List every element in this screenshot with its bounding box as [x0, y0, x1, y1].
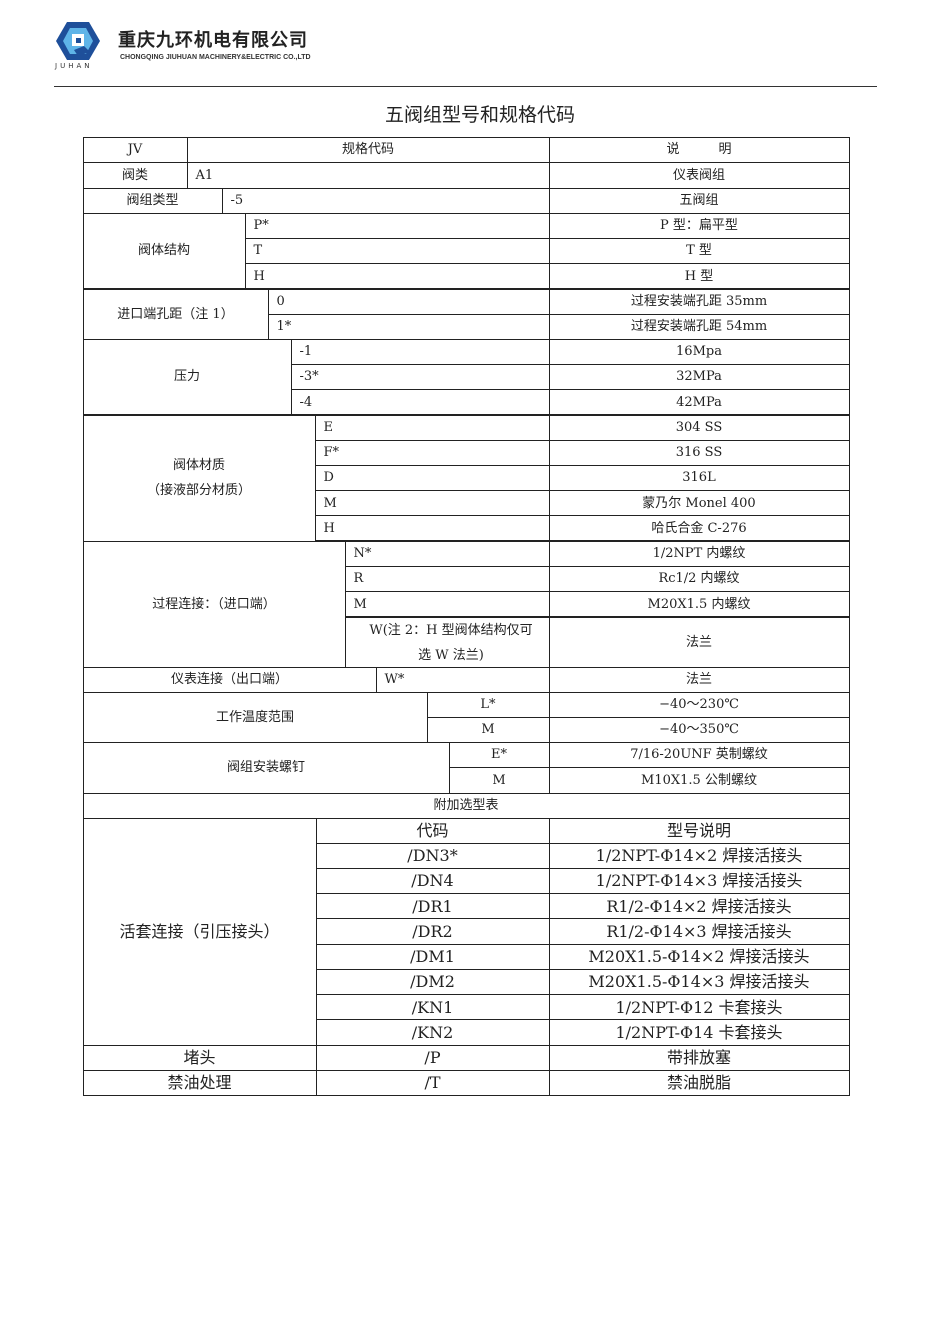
body-label: 阀体结构 — [82, 212, 246, 290]
material-code: H — [314, 515, 550, 542]
body-code: H — [244, 263, 550, 290]
process-code: M — [344, 591, 550, 618]
screw-label: 阀组安装螺钉 — [82, 741, 450, 794]
union-code: /DM2 — [315, 968, 550, 995]
inlet-desc: 过程安装端孔距 54mm — [548, 313, 850, 340]
inlet-label: 进口端孔距（注 1） — [82, 288, 269, 340]
process-desc: 1/2NPT 内螺纹 — [548, 540, 850, 567]
material-label: 阀体材质 （接液部分材质） — [82, 414, 316, 542]
union-desc: M20X1.5-Φ14×2 焊接活接头 — [548, 943, 850, 970]
union-desc: 1/2NPT-Φ12 卡套接头 — [548, 994, 850, 1021]
valve-class-desc: 仪表阀组 — [548, 161, 850, 189]
instrument-desc: 法兰 — [548, 666, 850, 693]
process-desc: Rc1/2 内螺纹 — [548, 565, 850, 593]
header-spec-code: 规格代码 — [186, 136, 550, 163]
union-code-header: 代码 — [315, 817, 550, 844]
union-code: /DM1 — [315, 943, 550, 970]
pressure-desc: 42MPa — [548, 389, 850, 416]
union-code: /KN1 — [315, 994, 550, 1021]
pressure-label: 压力 — [82, 338, 292, 416]
process-code: W(注 2：H 型阀体结构仅可选 W 法兰) — [344, 616, 550, 668]
body-desc: P 型：扁平型 — [548, 212, 850, 239]
process-label: 过程连接：（进口端） — [82, 540, 346, 668]
document-title: 五阀组型号和规格代码 — [384, 104, 575, 126]
oilfree-desc: 禁油脱脂 — [548, 1069, 850, 1096]
plug-code: /P — [315, 1044, 550, 1071]
body-code: P* — [244, 212, 550, 239]
body-desc: H 型 — [548, 263, 850, 290]
material-code: E — [314, 414, 550, 441]
union-desc: M20X1.5-Φ14×3 焊接活接头 — [548, 968, 850, 995]
material-desc: 316 SS — [548, 439, 850, 466]
material-code: M — [314, 490, 550, 517]
oilfree-code: /T — [315, 1069, 550, 1096]
oilfree-label: 禁油处理 — [82, 1069, 317, 1096]
material-desc: 304 SS — [548, 414, 850, 441]
screw-code: M — [448, 767, 550, 794]
pressure-code: -3* — [290, 363, 550, 391]
body-code: T — [244, 237, 550, 265]
header-divider — [54, 86, 877, 87]
instrument-label: 仪表连接（出口端） — [82, 666, 377, 693]
material-label-line: （接液部分材质） — [146, 483, 251, 498]
material-code: F* — [314, 439, 550, 466]
temperature-label: 工作温度范围 — [82, 691, 428, 743]
extra-options-title: 附加选型表 — [82, 792, 850, 819]
inlet-code: 0 — [267, 288, 550, 315]
screw-desc: M10X1.5 公制螺纹 — [548, 767, 850, 794]
union-desc: 1/2NPT-Φ14×2 焊接活接头 — [548, 842, 850, 869]
union-code: /KN2 — [315, 1019, 550, 1046]
group-type-desc: 五阀组 — [548, 187, 850, 214]
union-desc-header: 型号说明 — [548, 817, 850, 844]
union-desc: 1/2NPT-Φ14×3 焊接活接头 — [548, 867, 850, 894]
temperature-code: L* — [426, 691, 550, 718]
plug-label: 堵头 — [82, 1044, 317, 1071]
instrument-code: W* — [375, 666, 550, 693]
header-jv: JV — [82, 136, 188, 163]
union-code: /DR2 — [315, 918, 550, 945]
pressure-desc: 32MPa — [548, 363, 850, 391]
company-name-cn: 重庆九环机电有限公司 — [118, 30, 308, 51]
temperature-code: M — [426, 716, 550, 743]
group-type-code: -5 — [221, 187, 550, 214]
screw-code: E* — [448, 741, 550, 768]
temperature-desc: −40～350℃ — [548, 716, 850, 743]
header-description: 说 明 — [548, 136, 850, 163]
inlet-code: 1* — [267, 313, 550, 340]
body-desc: T 型 — [548, 237, 850, 265]
material-label-line: 阀体材质 — [172, 458, 225, 473]
process-desc: 法兰 — [548, 616, 850, 668]
pressure-code: -4 — [290, 389, 550, 416]
pressure-code: -1 — [290, 338, 550, 365]
company-name-en: CHONGQING JIUHUAN MACHINERY&ELECTRIC CO.… — [120, 54, 311, 61]
company-logo — [56, 22, 100, 60]
plug-desc: 带排放塞 — [548, 1044, 850, 1071]
group-type-label: 阀组类型 — [82, 187, 223, 214]
material-desc: 蒙乃尔 Monel 400 — [548, 490, 850, 517]
union-code: /DR1 — [315, 893, 550, 920]
logo-text: JUHAN — [55, 62, 93, 70]
union-desc: R1/2-Φ14×3 焊接活接头 — [548, 918, 850, 945]
temperature-desc: −40～230℃ — [548, 691, 850, 718]
union-desc: R1/2-Φ14×2 焊接活接头 — [548, 893, 850, 920]
union-label: 活套连接（引压接头） — [82, 817, 317, 1046]
material-desc: 316L — [548, 464, 850, 492]
valve-class-label: 阀类 — [82, 161, 188, 189]
process-code: N* — [344, 540, 550, 567]
material-desc: 哈氏合金 C-276 — [548, 515, 850, 542]
process-code-line: W(注 2：H 型阀体结构仅可 — [369, 622, 533, 638]
process-code-line: 选 W 法兰) — [418, 647, 484, 663]
union-code: /DN3* — [315, 842, 550, 869]
material-code: D — [314, 464, 550, 492]
union-code: /DN4 — [315, 867, 550, 894]
screw-desc: 7/16-20UNF 英制螺纹 — [548, 741, 850, 768]
valve-class-code: A1 — [186, 161, 550, 189]
process-code: R — [344, 565, 550, 593]
pressure-desc: 16Mpa — [548, 338, 850, 365]
inlet-desc: 过程安装端孔距 35mm — [548, 288, 850, 315]
process-desc: M20X1.5 内螺纹 — [548, 591, 850, 618]
union-desc: 1/2NPT-Φ14 卡套接头 — [548, 1019, 850, 1046]
